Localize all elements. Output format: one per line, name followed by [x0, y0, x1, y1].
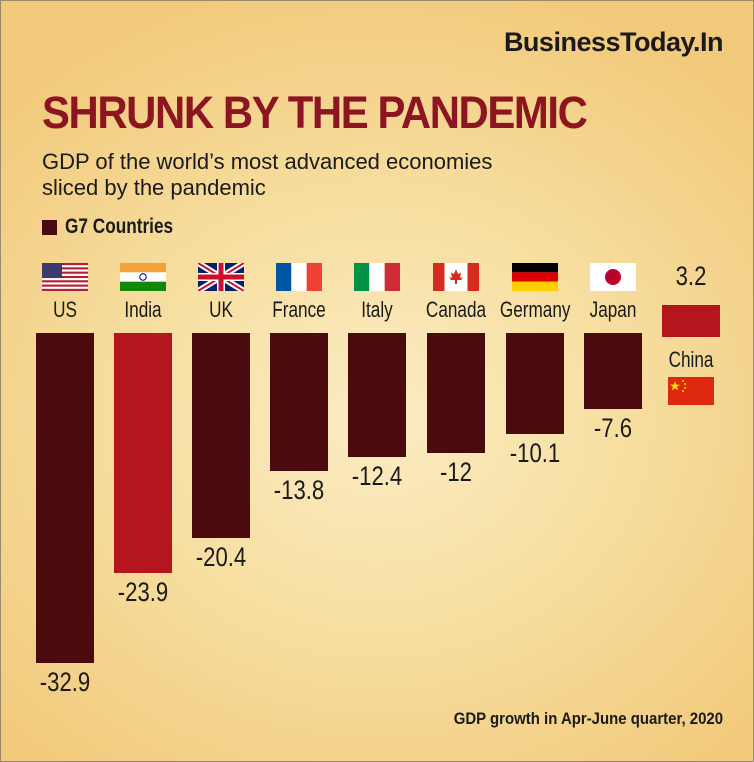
value-label-china: 3.2 [675, 260, 707, 291]
chart-subtitle: GDP of the world’s most advanced economi… [42, 149, 642, 201]
legend-label: G7 Countries [65, 215, 174, 238]
bar-canada [427, 333, 485, 454]
bar-india [114, 333, 172, 573]
bar-china [662, 304, 720, 337]
uk-flag-icon [198, 263, 244, 291]
bar-us [36, 333, 94, 663]
value-label-us: -32.9 [39, 667, 91, 697]
bar-uk [192, 333, 250, 538]
brand-logo: BusinessToday.In [503, 27, 724, 57]
value-label-india: -23.9 [117, 576, 169, 607]
category-label-italy: Italy [361, 297, 393, 322]
chart-title: SHRUNK BY THE PANDEMIC [42, 87, 588, 138]
bar-germany [506, 333, 564, 435]
value-label-france: -13.8 [273, 475, 325, 506]
category-label-france: France [272, 297, 326, 322]
value-label-canada: -12 [439, 457, 473, 488]
category-label-us: US [53, 297, 77, 322]
value-label-japan: -7.6 [593, 413, 633, 444]
france-flag-icon [276, 263, 322, 291]
category-label-japan: Japan [589, 297, 637, 322]
category-label-china: China [668, 347, 714, 372]
category-label-uk: UK [209, 297, 233, 322]
legend: G7 Countries [42, 215, 197, 239]
canada-flag-icon [433, 263, 479, 291]
china-flag-icon [668, 377, 714, 405]
italy-flag-icon [354, 263, 400, 291]
value-label-germany: -10.1 [509, 438, 561, 469]
subtitle-line-1: GDP of the world’s most advanced economi… [42, 149, 493, 174]
footnote: GDP growth in Apr-June quarter, 2020 [453, 709, 723, 728]
category-label-canada: Canada [425, 297, 487, 322]
japan-flag-icon [590, 263, 636, 291]
bar-italy [348, 333, 406, 458]
india-flag-icon [120, 263, 166, 291]
germany-flag-icon [512, 263, 558, 291]
subtitle-line-2: sliced by the pandemic [42, 175, 266, 200]
bar-france [270, 333, 328, 472]
bar-japan [584, 333, 642, 410]
value-label-uk: -20.4 [195, 541, 247, 572]
us-flag-icon [42, 263, 88, 291]
legend-swatch [42, 219, 57, 235]
value-label-italy: -12.4 [351, 461, 403, 492]
category-label-india: India [124, 297, 162, 322]
category-label-germany: Germany [499, 297, 571, 322]
